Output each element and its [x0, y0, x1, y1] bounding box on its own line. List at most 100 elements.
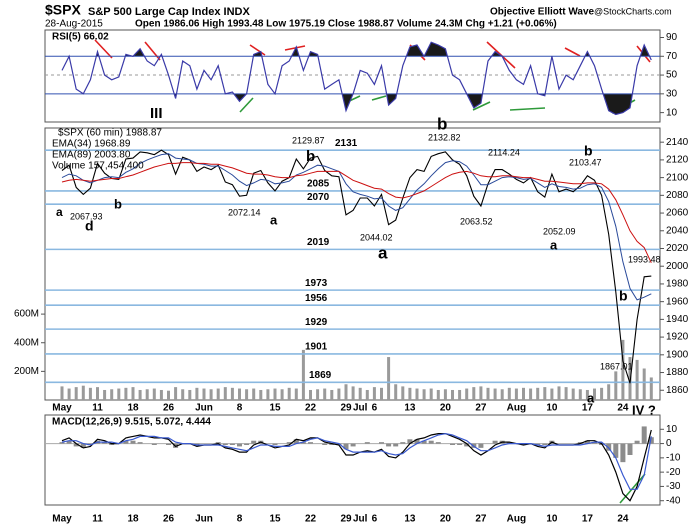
volume-bar	[479, 386, 483, 400]
annotation: b	[306, 148, 315, 165]
level-label: 2070	[307, 192, 330, 203]
volume-bar	[621, 339, 625, 400]
histogram-bar	[123, 440, 129, 444]
x-tick-label: Jul	[353, 514, 368, 525]
legend-entry: EMA(34) 1968.89	[52, 139, 131, 150]
y-tick-label: -40	[666, 495, 681, 506]
histogram-bar	[627, 443, 633, 455]
y2-tick-label: 200M	[14, 366, 39, 377]
histogram-bar	[542, 443, 548, 445]
legend-entry: EMA(89) 2003.80	[52, 150, 131, 161]
y-tick-label: 90	[666, 32, 678, 43]
x-tick-label: 17	[582, 403, 594, 414]
histogram-bar	[215, 442, 221, 444]
annotation: a	[378, 243, 388, 262]
volume-bar	[585, 389, 589, 400]
volume-bar	[337, 388, 341, 400]
volume-bar	[110, 389, 114, 400]
volume-bar	[387, 357, 391, 400]
histogram-bar	[584, 440, 590, 444]
volume-bar	[436, 389, 440, 400]
volume-bar	[309, 389, 312, 400]
volume-bar	[273, 388, 277, 400]
level-label: 1901	[305, 342, 328, 353]
histogram-bar	[222, 443, 228, 445]
annotation: 2072.14	[228, 207, 261, 217]
histogram-bar	[151, 443, 157, 445]
volume-bar	[238, 388, 241, 400]
volume-bar	[259, 389, 263, 400]
volume-bar	[188, 389, 192, 400]
histogram-bar	[329, 443, 335, 445]
histogram-bar	[166, 443, 171, 445]
x-tick-label: 20	[440, 403, 452, 414]
annotation: 2103.47	[569, 157, 602, 167]
index-name: S&P 500 Large Cap Index INDX	[88, 6, 250, 18]
volume-bar	[167, 390, 170, 400]
histogram-bar	[428, 440, 434, 444]
volume-bar	[408, 387, 412, 400]
histogram-bar	[350, 443, 356, 447]
volume-bar	[465, 388, 469, 400]
histogram-bar	[592, 442, 597, 444]
histogram-bar	[414, 439, 420, 444]
volume-bar	[394, 384, 398, 400]
source: @StockCharts.com	[594, 6, 672, 16]
y-tick-label: 1980	[666, 279, 689, 290]
volume-bar	[330, 389, 334, 400]
y-tick-label: 2000	[666, 261, 689, 272]
x-tick-label: Jun	[195, 514, 213, 525]
volume-bar	[145, 389, 149, 400]
annotation: 2129.87	[292, 135, 325, 145]
histogram-bar	[506, 442, 512, 444]
y-tick-label: 2040	[666, 225, 689, 236]
x-tick-label: 29	[340, 514, 352, 525]
author: Objective Elliott Wave	[490, 7, 595, 18]
x-tick-label: Aug	[507, 403, 526, 414]
symbol: $SPX	[45, 2, 81, 18]
histogram-bar	[634, 440, 640, 444]
x-tick-label: 13	[404, 514, 416, 525]
y-tick-label: 10	[666, 107, 678, 118]
price-line	[61, 153, 652, 301]
annotation: b	[437, 114, 447, 133]
annotation: a	[550, 237, 558, 252]
x-tick-label: 24	[617, 403, 629, 414]
volume-bar	[287, 387, 291, 400]
histogram-bar	[421, 440, 427, 444]
histogram-bar	[648, 437, 654, 444]
x-tick-label: Jul	[353, 403, 368, 414]
legend-entry: $SPX (60 min) 1988.87	[58, 128, 162, 139]
histogram-bar	[435, 442, 441, 444]
volume-bar	[401, 386, 405, 400]
histogram-bar	[393, 443, 399, 447]
y-tick-label: 2020	[666, 243, 689, 254]
annotation: b	[619, 288, 628, 304]
x-tick-label: May	[52, 514, 72, 525]
volume-bar	[365, 389, 369, 400]
histogram-bar	[229, 443, 235, 445]
histogram-bar	[464, 443, 470, 447]
annotation: a	[270, 212, 278, 227]
level-label: 1973	[305, 278, 328, 289]
histogram-bar	[613, 443, 619, 458]
x-tick-label: 6	[372, 403, 378, 414]
volume-bar	[245, 389, 249, 400]
y-tick-label: 1940	[666, 314, 689, 325]
histogram-bar	[379, 442, 384, 444]
x-tick-label: 18	[127, 403, 139, 414]
macd-line	[61, 432, 652, 490]
histogram-bar	[407, 439, 413, 444]
volume-bar	[117, 388, 121, 400]
x-tick-label: 17	[582, 514, 594, 525]
volume-bar	[635, 359, 639, 400]
annotation: IV ?	[632, 402, 656, 417]
y-tick-label: -30	[666, 481, 681, 492]
x-tick-label: May	[52, 403, 72, 414]
volume-bar	[103, 389, 107, 400]
y-tick-label: -20	[666, 467, 681, 478]
histogram-bar	[59, 442, 65, 444]
annotation: III	[150, 105, 163, 122]
price-line	[61, 162, 652, 264]
volume-bar	[74, 387, 78, 400]
